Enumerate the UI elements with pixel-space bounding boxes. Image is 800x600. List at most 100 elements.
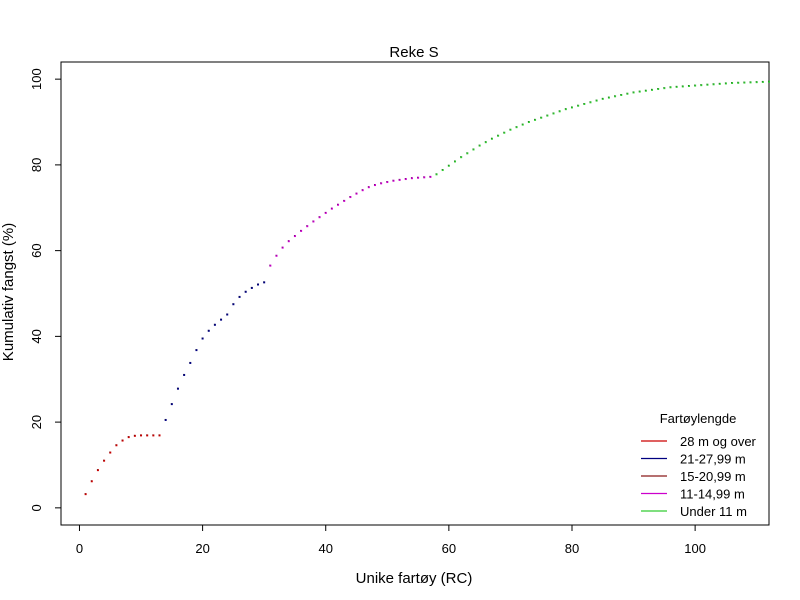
data-point-shade <box>429 175 431 177</box>
data-point-shade <box>318 216 320 218</box>
data-point-shade <box>373 184 375 186</box>
legend-label: 15-20,99 m <box>680 469 746 484</box>
data-point-shade <box>392 179 394 181</box>
data-point-shade <box>484 141 486 143</box>
data-point-shade <box>115 444 117 446</box>
data-point-shade <box>607 96 609 98</box>
data-point-shade <box>441 169 443 171</box>
legend-label: Under 11 m <box>680 504 747 519</box>
data-point-shade <box>84 493 86 495</box>
data-point-shade <box>90 480 92 482</box>
data-point-shade <box>638 90 640 92</box>
x-tick-label: 20 <box>195 541 209 556</box>
data-point-shade <box>269 264 271 266</box>
data-point-shade <box>724 82 726 84</box>
data-point-shade <box>534 118 536 120</box>
data-point-shade <box>140 434 142 436</box>
data-point-shade <box>330 207 332 209</box>
data-points <box>84 80 770 496</box>
data-point-shade <box>755 81 757 83</box>
x-tick-label: 80 <box>565 541 579 556</box>
plot-frame <box>60 61 770 526</box>
data-point-shade <box>207 329 209 331</box>
data-point-shade <box>306 225 308 227</box>
data-point-shade <box>189 361 191 363</box>
data-point-shade <box>367 186 369 188</box>
x-tick-label: 100 <box>684 541 706 556</box>
data-point-shade <box>570 106 572 108</box>
data-point-shade <box>700 84 702 86</box>
data-point-shade <box>644 89 646 91</box>
data-point-shade <box>497 134 499 136</box>
data-point-shade <box>263 281 265 283</box>
y-axis-title: Kumulativ fangst (%) <box>0 223 17 361</box>
data-point-shade <box>109 451 111 453</box>
data-point-shade <box>380 182 382 184</box>
x-tick-label: 60 <box>442 541 456 556</box>
data-point-shade <box>454 160 456 162</box>
data-point-shade <box>152 434 154 436</box>
data-point-shade <box>737 81 739 83</box>
legend-title: Fartøylengde <box>660 411 737 426</box>
data-point-shade <box>176 387 178 389</box>
data-point-shade <box>337 203 339 205</box>
data-point-shade <box>743 81 745 83</box>
data-point-shade <box>213 323 215 325</box>
y-tick-label: 0 <box>29 504 44 511</box>
legend: Fartøylengde 28 m og over 21-27,99 m 15-20… <box>641 411 757 519</box>
data-point-shade <box>250 286 252 288</box>
data-point-shade <box>472 148 474 150</box>
data-point-shade <box>601 97 603 99</box>
data-point-shade <box>478 144 480 146</box>
data-point-shade <box>133 434 135 436</box>
data-point-shade <box>226 313 228 315</box>
chart-title: Reke S <box>389 44 438 61</box>
data-point-shade <box>232 303 234 305</box>
data-point-shade <box>293 235 295 237</box>
x-tick-label: 0 <box>76 541 83 556</box>
x-tick-label: 40 <box>318 541 332 556</box>
data-point-shade <box>164 418 166 420</box>
data-point-shade <box>546 114 548 116</box>
data-point-shade <box>749 81 751 83</box>
data-point-shade <box>515 126 517 128</box>
data-point-shade <box>527 121 529 123</box>
data-point-shade <box>706 83 708 85</box>
data-point-shade <box>398 178 400 180</box>
data-point-shade <box>349 196 351 198</box>
data-point-shade <box>423 176 425 178</box>
data-point-shade <box>687 85 689 87</box>
data-point-shade <box>558 110 560 112</box>
data-point-shade <box>355 192 357 194</box>
x-axis: 0 20 40 60 80 100 <box>76 525 706 556</box>
data-point-shade <box>312 220 314 222</box>
data-point-shade <box>386 181 388 183</box>
data-point-shade <box>281 246 283 248</box>
data-point-shade <box>681 85 683 87</box>
data-point-shade <box>657 88 659 90</box>
data-point-shade <box>595 99 597 101</box>
data-point-shade <box>761 80 763 82</box>
data-point-shade <box>503 131 505 133</box>
data-point-shade <box>417 176 419 178</box>
data-point-shade <box>447 164 449 166</box>
data-point-shade <box>275 254 277 256</box>
data-point-shade <box>620 94 622 96</box>
data-point-shade <box>410 177 412 179</box>
data-point-shade <box>712 83 714 85</box>
data-point-shade <box>768 80 769 82</box>
data-point-shade <box>96 469 98 471</box>
data-point-shade <box>287 240 289 242</box>
data-point-shade <box>490 137 492 139</box>
data-point-shade <box>460 156 462 158</box>
data-point-shade <box>577 104 579 106</box>
data-point-shade <box>300 229 302 231</box>
data-point-shade <box>195 349 197 351</box>
y-axis: 0 20 40 60 80 100 <box>29 68 61 511</box>
data-point-shade <box>694 84 696 86</box>
data-point-shade <box>220 318 222 320</box>
data-point-shade <box>121 439 123 441</box>
data-point-shade <box>170 403 172 405</box>
data-point-shade <box>466 152 468 154</box>
